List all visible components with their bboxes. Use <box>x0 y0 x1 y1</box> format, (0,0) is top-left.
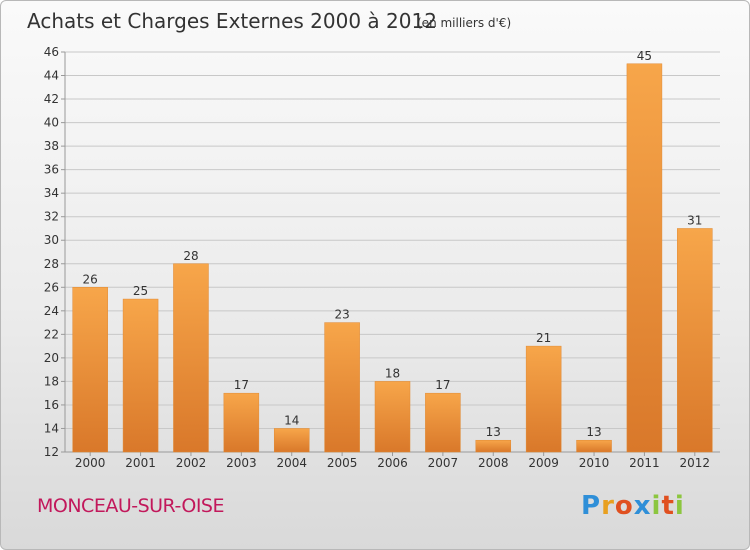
bar-2009 <box>525 345 562 453</box>
bar-2008 <box>475 439 512 453</box>
value-label-2009: 21 <box>536 331 551 345</box>
x-tick-label-2003: 2003 <box>226 456 257 470</box>
town-name: MONCEAU-SUR-OISE <box>37 495 225 517</box>
value-label-2004: 14 <box>284 413 299 427</box>
bar-2006 <box>374 381 411 453</box>
y-tick-label: 12 <box>44 445 59 459</box>
value-label-2012: 31 <box>687 213 702 227</box>
y-tick-label: 26 <box>44 280 59 294</box>
x-tick-label-2006: 2006 <box>377 456 408 470</box>
y-tick-label: 42 <box>44 92 59 106</box>
y-tick-label: 28 <box>44 257 59 271</box>
y-tick-label: 14 <box>44 421 59 435</box>
x-tick-label-2010: 2010 <box>579 456 610 470</box>
y-tick-label: 24 <box>44 304 59 318</box>
logo-letter: r <box>601 491 615 521</box>
bar-2003 <box>223 392 260 453</box>
chart-subtitle: (en milliers d'€) <box>417 16 511 30</box>
x-tick-label-2002: 2002 <box>176 456 207 470</box>
y-tick-label: 40 <box>44 116 59 130</box>
x-tick-label-2009: 2009 <box>528 456 559 470</box>
proxiti-logo: Proxiti <box>581 491 685 521</box>
logo-letter: i <box>674 491 685 521</box>
y-tick-label: 44 <box>44 69 59 83</box>
bar-2007 <box>425 392 461 453</box>
y-tick-label: 38 <box>44 139 59 153</box>
value-label-2005: 23 <box>334 308 349 322</box>
bar-2010 <box>576 439 612 453</box>
y-tick-label: 46 <box>44 45 59 59</box>
value-label-2008: 13 <box>486 425 501 439</box>
x-tick-label-2005: 2005 <box>327 456 358 470</box>
y-tick-label: 36 <box>44 163 59 177</box>
value-label-2007: 17 <box>435 378 450 392</box>
x-tick-label-2001: 2001 <box>125 456 156 470</box>
y-tick-label: 18 <box>44 374 59 388</box>
x-tick-label-2012: 2012 <box>680 456 711 470</box>
bar-2012 <box>677 228 713 453</box>
axis-layer: 12 14 16 18 20 22 24 26 28 30 32 34 36 38 40 42 44 46 <box>44 45 720 459</box>
value-label-2011: 45 <box>637 49 652 63</box>
y-tick-label: 22 <box>44 327 59 341</box>
bar-2011 <box>626 63 663 453</box>
x-tick-label-2008: 2008 <box>478 456 509 470</box>
y-tick-label: 32 <box>44 210 59 224</box>
value-label-2003: 17 <box>234 378 249 392</box>
bar-layer <box>72 63 713 453</box>
value-label-2006: 18 <box>385 366 400 380</box>
y-tick-label: 30 <box>44 233 59 247</box>
x-tick-label-2011: 2011 <box>629 456 660 470</box>
logo-letter: i <box>651 491 662 521</box>
y-tick-label: 16 <box>44 398 59 412</box>
label-layer: 26 2000 25 2001 28 2002 17 2003 14 2004 23 2005 18 20… <box>75 49 710 470</box>
logo-letter: o <box>614 491 634 521</box>
value-label-2010: 13 <box>586 425 601 439</box>
bar-2000 <box>72 287 108 453</box>
logo-letter: x <box>633 491 652 521</box>
bar-2001 <box>122 298 159 453</box>
logo-letter: P <box>581 491 602 521</box>
bar-2004 <box>273 428 310 453</box>
logo-letter: t <box>661 491 675 521</box>
bar-2005 <box>324 322 360 453</box>
bar-2002 <box>173 263 209 453</box>
y-tick-label: 34 <box>44 186 59 200</box>
y-tick-label: 20 <box>44 351 59 365</box>
value-label-2001: 25 <box>133 284 148 298</box>
chart-title: Achats et Charges Externes 2000 à 2012 <box>27 9 437 33</box>
x-tick-label-2004: 2004 <box>276 456 307 470</box>
x-tick-label-2007: 2007 <box>428 456 459 470</box>
value-label-2000: 26 <box>83 272 98 286</box>
x-tick-label-2000: 2000 <box>75 456 106 470</box>
value-label-2002: 28 <box>183 249 198 263</box>
